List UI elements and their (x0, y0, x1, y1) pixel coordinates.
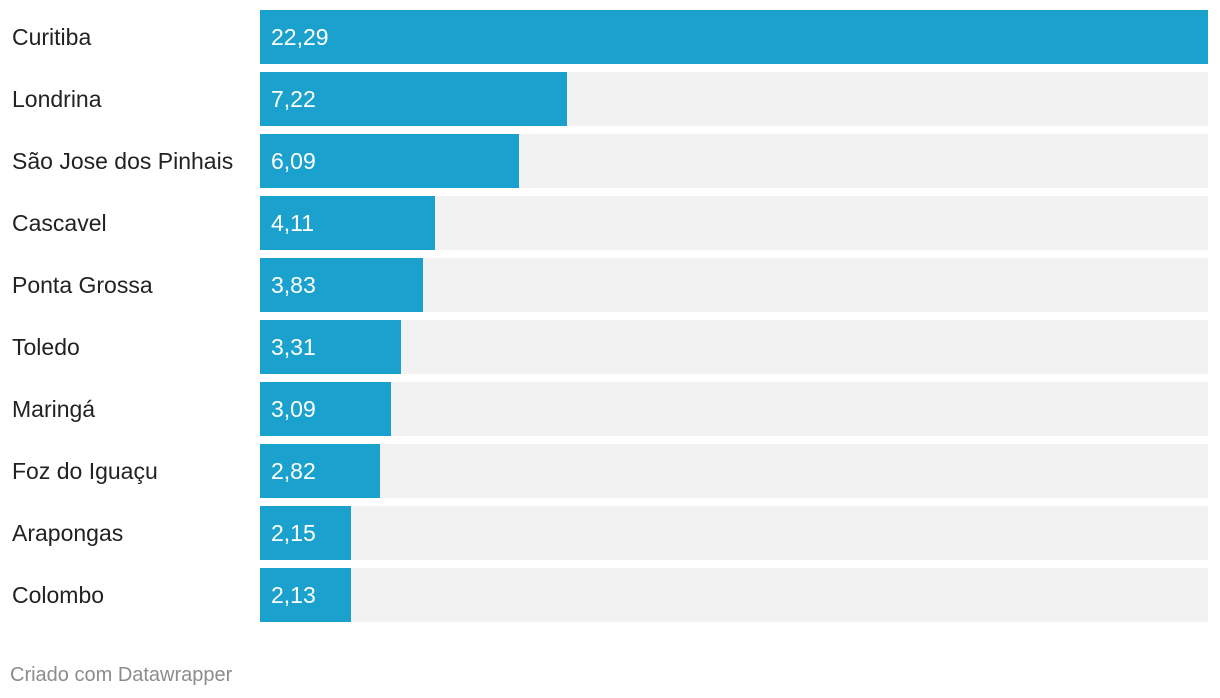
bar-track: 22,29 (260, 10, 1208, 64)
value-label: 3,09 (271, 396, 316, 422)
value-label: 7,22 (271, 86, 316, 112)
category-label: São Jose dos Pinhais (12, 148, 234, 174)
bar-track: 2,15 (260, 506, 1208, 560)
bar-track: 4,11 (260, 196, 1208, 250)
value-label: 22,29 (271, 24, 329, 50)
category-label: Colombo (12, 582, 105, 608)
value-label: 2,13 (271, 582, 316, 608)
bar (260, 320, 401, 374)
category-label: Cascavel (12, 210, 107, 236)
bar (260, 258, 423, 312)
bar (260, 382, 391, 436)
bar-row: Foz do Iguaçu 2,82 (0, 444, 1220, 498)
value-label: 4,11 (271, 210, 315, 236)
value-label: 3,31 (271, 334, 316, 360)
category-label: Toledo (12, 334, 80, 360)
bar-track: 2,13 (260, 568, 1208, 622)
bar-row: Toledo 3,31 (0, 320, 1220, 374)
category-label: Curitiba (12, 24, 92, 50)
category-label: Londrina (12, 86, 102, 112)
bar-row: Maringá 3,09 (0, 382, 1220, 436)
bar-row: Londrina 7,22 (0, 72, 1220, 126)
bar-row: São Jose dos Pinhais 6,09 (0, 134, 1220, 188)
value-label: 6,09 (271, 148, 316, 174)
bar-row: Curitiba 22,29 (0, 10, 1220, 64)
category-label: Arapongas (12, 520, 124, 546)
bar-track: 3,09 (260, 382, 1208, 436)
bar-row: Colombo 2,13 (0, 568, 1220, 622)
bar (260, 134, 519, 188)
bar-row: Cascavel 4,11 (0, 196, 1220, 250)
footer-credit[interactable]: Criado com Datawrapper (10, 664, 233, 686)
bar-track: 3,31 (260, 320, 1208, 374)
bar-chart: Curitiba 22,29 Londrina 7,22 São Jose dos Pi… (0, 10, 1220, 622)
bar-row: Ponta Grossa 3,83 (0, 258, 1220, 312)
value-label: 2,82 (271, 458, 316, 484)
bar (260, 10, 1208, 64)
bar (260, 72, 567, 126)
category-label: Ponta Grossa (12, 272, 153, 298)
bar-track: 7,22 (260, 72, 1208, 126)
value-label: 2,15 (271, 520, 316, 546)
bar-row: Arapongas 2,15 (0, 506, 1220, 560)
bar-track: 6,09 (260, 134, 1208, 188)
category-label: Foz do Iguaçu (12, 458, 158, 484)
bar-track: 3,83 (260, 258, 1208, 312)
value-label: 3,83 (271, 272, 316, 298)
bar (260, 568, 351, 622)
bar (260, 444, 380, 498)
bar (260, 196, 435, 250)
bar (260, 506, 351, 560)
bar-track: 2,82 (260, 444, 1208, 498)
category-label: Maringá (12, 396, 96, 422)
